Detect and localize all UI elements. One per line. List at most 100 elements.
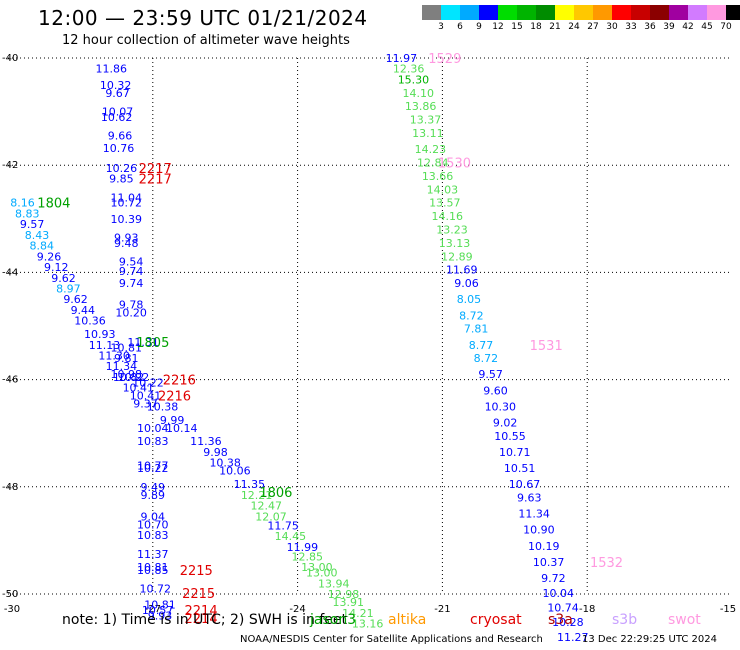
wave-height-value: 9.67 bbox=[105, 87, 130, 100]
colorbar-label: 36 bbox=[644, 22, 656, 32]
colorbar-label: 27 bbox=[587, 22, 599, 32]
wave-height-value: 10.04 bbox=[542, 587, 574, 600]
pass-time-label: 1804 bbox=[37, 197, 70, 212]
wave-height-value: 13.23 bbox=[436, 224, 468, 237]
wave-height-value: 9.66 bbox=[108, 130, 133, 143]
colorbar-label: 21 bbox=[549, 22, 561, 32]
wave-height-value: 10.20 bbox=[115, 307, 147, 320]
wave-height-value: 9.62 bbox=[63, 293, 88, 306]
pass-time-label: 2215 bbox=[180, 564, 213, 579]
wave-height-value: 9.81 bbox=[114, 352, 139, 365]
wave-height-value: 9.78 bbox=[119, 299, 144, 312]
wave-height-value: 10.83 bbox=[137, 529, 169, 542]
wave-height-value: 10.38 bbox=[147, 400, 179, 413]
wave-height-value: 10.77 bbox=[137, 459, 169, 472]
wave-height-value: 11.04 bbox=[111, 191, 143, 204]
colorbar-label: 42 bbox=[682, 22, 694, 32]
pass-time-label: 1805 bbox=[136, 336, 169, 351]
wave-height-value: 9.12 bbox=[44, 261, 69, 274]
wave-height-value: 10.81 bbox=[137, 561, 169, 574]
wave-height-value: 11.37 bbox=[137, 548, 169, 561]
wave-height-value: 10.57 bbox=[142, 604, 174, 617]
wave-height-value: 11.31 bbox=[127, 336, 159, 349]
wave-height-value: 13.16 bbox=[352, 617, 384, 630]
wave-height-value: 9.37 bbox=[133, 398, 158, 411]
colorbar-swatch bbox=[498, 5, 517, 20]
colorbar-label: 15 bbox=[511, 22, 523, 32]
wave-height-value: 9.57 bbox=[478, 368, 503, 381]
x-tick-label: -30 bbox=[4, 604, 20, 615]
wave-height-value: 10.36 bbox=[74, 315, 106, 328]
colorbar-swatch bbox=[631, 5, 650, 20]
wave-height-value: 9.74 bbox=[119, 265, 144, 278]
wave-height-value: 10.81 bbox=[111, 341, 143, 354]
wave-height-value: 8.05 bbox=[457, 293, 482, 306]
colorbar-swatch bbox=[422, 5, 441, 20]
wave-height-value: 8.84 bbox=[30, 240, 55, 253]
wave-height-value: 10.90 bbox=[523, 524, 555, 537]
wave-height-value: 14.03 bbox=[427, 183, 459, 196]
legend-item-altika: altika bbox=[388, 612, 427, 628]
wave-height-value: 10.76 bbox=[103, 142, 135, 155]
pass-time-label: 1532 bbox=[590, 556, 623, 571]
wave-height-value: 9.06 bbox=[454, 277, 479, 290]
wave-height-value: 15.30 bbox=[398, 73, 430, 86]
wave-height-value: 12.36 bbox=[393, 63, 425, 76]
wave-height-value: 10.83 bbox=[137, 435, 169, 448]
wave-height-value: 10.81 bbox=[144, 599, 176, 612]
wave-height-value: 12.07 bbox=[255, 510, 287, 523]
wave-height-value: 7.81 bbox=[464, 323, 489, 336]
wave-height-value: 14.16 bbox=[431, 210, 463, 223]
wave-height-value: 10.55 bbox=[494, 430, 526, 443]
wave-height-value: 12.21 bbox=[241, 489, 273, 502]
pass-time-label: 1529 bbox=[428, 52, 461, 67]
pass-time-label: 1531 bbox=[530, 339, 563, 354]
wave-height-value: 11.34 bbox=[518, 508, 550, 521]
wave-height-value: 11.13 bbox=[89, 339, 121, 352]
wave-height-value: 11.36 bbox=[190, 435, 222, 448]
wave-height-value: 9.63 bbox=[517, 492, 542, 505]
colorbar-swatch bbox=[593, 5, 612, 20]
wave-height-value: 9.48 bbox=[114, 237, 139, 250]
wave-height-value: 10.62 bbox=[101, 111, 133, 124]
wave-height-value: 9.26 bbox=[37, 250, 62, 263]
pass-time-label: 2216 bbox=[163, 374, 196, 389]
wave-height-value: 13.57 bbox=[429, 197, 461, 210]
wave-height-value: 10.72 bbox=[139, 583, 171, 596]
colorbar-label: 9 bbox=[476, 22, 482, 32]
chart-title: 12:00 — 23:59 UTC 01/21/2024 bbox=[38, 6, 368, 30]
pass-time-label: 1806 bbox=[259, 486, 292, 501]
legend-item-s3b: s3b bbox=[612, 612, 638, 628]
pass-time-label: 2216 bbox=[158, 390, 191, 405]
wave-height-value: 12.47 bbox=[250, 500, 282, 513]
colorbar-swatch bbox=[726, 5, 740, 20]
colorbar-label: 24 bbox=[568, 22, 580, 32]
wave-height-value: 10.98 bbox=[111, 368, 143, 381]
colorbar-label: 6 bbox=[457, 22, 463, 32]
wave-height-value: 10.41 bbox=[123, 382, 155, 395]
wave-height-value: 8.72 bbox=[474, 352, 499, 365]
legend-item-swot: swot bbox=[668, 612, 701, 628]
chart-subtitle: 12 hour collection of altimeter wave hei… bbox=[62, 33, 350, 48]
wave-height-value: 8.77 bbox=[469, 339, 494, 352]
pass-time-label: 2214 bbox=[185, 612, 218, 627]
wave-height-value: 10.14 bbox=[166, 422, 198, 435]
y-tick-label: -50 bbox=[2, 589, 18, 600]
wave-height-value: 13.86 bbox=[405, 100, 437, 113]
colorbar-swatch bbox=[460, 5, 479, 20]
wave-height-value: 13.11 bbox=[412, 127, 444, 140]
wave-height-value: 9.74 bbox=[119, 277, 144, 290]
y-tick-label: -44 bbox=[2, 267, 18, 278]
wave-height-value: 9.93 bbox=[114, 232, 139, 245]
colorbar-label: 33 bbox=[625, 22, 637, 32]
colorbar-swatch bbox=[536, 5, 555, 20]
wave-height-value: 11.97 bbox=[386, 52, 418, 65]
wave-height-value: 10.74 bbox=[547, 601, 579, 614]
wave-height-value: 10.85 bbox=[137, 564, 169, 577]
colorbar-swatch bbox=[441, 5, 460, 20]
y-tick-label: -40 bbox=[2, 53, 18, 64]
colorbar-label: 18 bbox=[530, 22, 542, 32]
colorbar-label: 70 bbox=[720, 22, 732, 32]
